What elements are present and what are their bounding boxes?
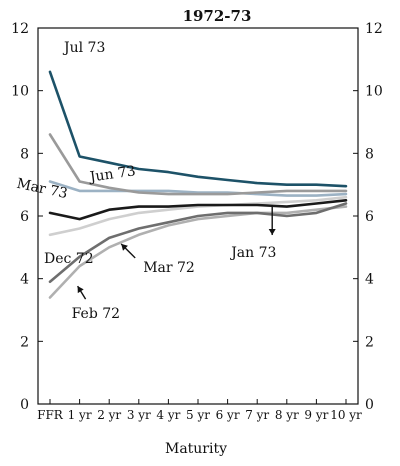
- y-tick-label-right: 2: [365, 334, 374, 350]
- x-tick-label: FFR: [37, 408, 64, 422]
- x-tick-label: 3 yr: [127, 408, 151, 422]
- annotation-arrowhead-jan-73: [268, 229, 276, 235]
- y-tick-label-left: 12: [11, 21, 29, 37]
- annotation-feb-72: Feb 72: [72, 306, 120, 322]
- annotation-arrowhead-feb-72: [77, 286, 84, 294]
- x-tick-label: 9 yr: [304, 408, 328, 422]
- x-axis: FFR 1 yr 2 yr 3 yr 4 yr 5 yr 6 yr 7 yr 8 yr 9 yr 1…: [37, 399, 362, 422]
- annotation-jul-73: Jul 73: [62, 40, 105, 56]
- y-tick-label-right: 10: [365, 84, 383, 100]
- x-tick-label: 6 yr: [216, 408, 240, 422]
- y-tick-label-right: 12: [365, 21, 383, 37]
- x-tick-label: 2 yr: [97, 408, 121, 422]
- x-tick-label: 5 yr: [186, 408, 210, 422]
- y-tick-label-right: 8: [365, 146, 374, 162]
- y-tick-label-left: 0: [20, 397, 29, 413]
- chart-title: 1972-73: [183, 7, 252, 25]
- x-tick-label: 7 yr: [245, 408, 269, 422]
- x-tick-label: 10 yr: [330, 408, 362, 422]
- y-tick-label-right: 4: [365, 272, 374, 288]
- y-tick-label-right-zero: 0: [365, 397, 374, 413]
- x-tick-label: 1 yr: [68, 408, 92, 422]
- series-line-feb-72: [48, 205, 348, 299]
- left-y-axis: 0 2 4 6 8 10 12: [11, 21, 43, 413]
- y-tick-label-left: 8: [20, 146, 29, 162]
- annotation-dec-72: Dec 72: [44, 251, 94, 267]
- x-tick-label: 8 yr: [275, 408, 299, 422]
- annotation-jun-73: Jun 73: [87, 163, 137, 186]
- x-axis-label: Maturity: [165, 441, 227, 457]
- series-layer: [48, 70, 348, 299]
- annotation-jan-73: Jan 73: [229, 245, 276, 261]
- series-line-jan-73: [48, 199, 348, 221]
- x-tick-label: 4 yr: [156, 408, 180, 422]
- series-line-dec-72: [48, 195, 348, 237]
- series-line-jun-73: [48, 133, 348, 196]
- series-line-mar-73: [48, 180, 348, 197]
- annotation-mar-72: Mar 72: [143, 260, 195, 276]
- series-line-mar-72: [48, 202, 348, 284]
- y-tick-label-left: 2: [20, 334, 29, 350]
- y-tick-label-left: 10: [11, 84, 29, 100]
- annotation-layer: Jul 73 Jun 73 Mar 73 Dec 72 Mar 72 Feb 72 Jan …: [15, 40, 276, 322]
- y-tick-label-left: 6: [20, 209, 29, 225]
- y-tick-label-left: 4: [20, 272, 29, 288]
- annotation-mar-73: Mar 73: [15, 176, 69, 202]
- y-tick-label-right: 6: [365, 209, 374, 225]
- annotation-arrowhead-mar-72: [121, 243, 128, 251]
- series-line-jul-73: [48, 70, 348, 188]
- right-y-axis: 2 4 6 8 10 12 0: [353, 21, 383, 413]
